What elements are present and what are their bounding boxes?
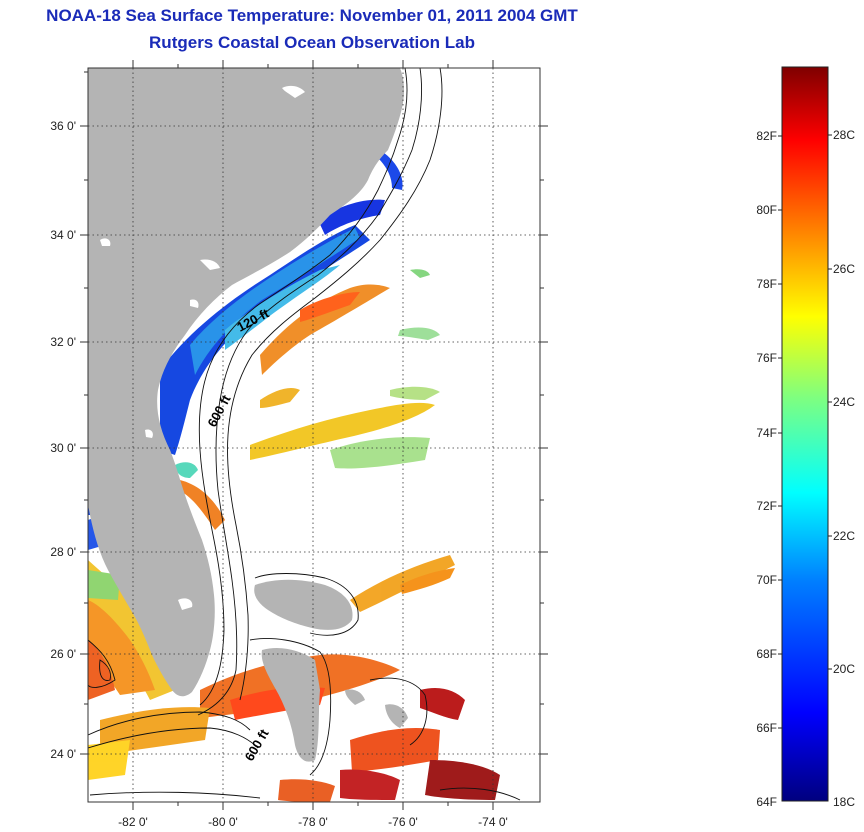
lon-label: -80 0' xyxy=(208,815,238,829)
lat-label: 32 0' xyxy=(50,335,76,349)
colorbar-f-label: 76F xyxy=(756,351,777,365)
colorbar-f-label: 72F xyxy=(756,499,777,513)
colorbar-c-label: 18C xyxy=(833,795,855,809)
colorbar-c-label: 24C xyxy=(833,395,855,409)
colorbar-f-label: 82F xyxy=(756,129,777,143)
land-mass xyxy=(88,68,408,762)
colorbar: 82F 80F 78F 76F 74F 72F 70F 68F 66F 64F … xyxy=(756,66,855,809)
colorbar-f-label: 74F xyxy=(756,426,777,440)
colorbar-f-label: 68F xyxy=(756,647,777,661)
lon-label: -78 0' xyxy=(298,815,328,829)
lat-label: 28 0' xyxy=(50,545,76,559)
colorbar-f-label: 78F xyxy=(756,277,777,291)
colorbar-c-label: 22C xyxy=(833,529,855,543)
axis-ticks xyxy=(80,60,548,810)
lat-label: 30 0' xyxy=(50,441,76,455)
colorbar-gradient xyxy=(781,66,829,802)
land-lakes xyxy=(100,85,305,610)
sst-swaths xyxy=(88,150,500,802)
graticule xyxy=(88,68,540,802)
colorbar-f-label: 64F xyxy=(756,795,777,809)
colorbar-c-label: 20C xyxy=(833,662,855,676)
lon-label: -76 0' xyxy=(388,815,418,829)
lon-label: -74 0' xyxy=(478,815,508,829)
map-title: NOAA-18 Sea Surface Temperature: Novembe… xyxy=(46,6,578,25)
map-border xyxy=(87,67,541,803)
colorbar-c-label: 26C xyxy=(833,262,855,276)
colorbar-f-label: 70F xyxy=(756,573,777,587)
longitude-labels: -82 0' -80 0' -78 0' -76 0' -74 0' xyxy=(118,815,508,829)
lat-label: 24 0' xyxy=(50,747,76,761)
lat-label: 34 0' xyxy=(50,228,76,242)
colorbar-c-label: 28C xyxy=(833,128,855,142)
lat-label: 26 0' xyxy=(50,647,76,661)
depth-contours xyxy=(88,68,521,801)
latitude-labels: 36 0' 34 0' 32 0' 30 0' 28 0' 26 0' 24 0… xyxy=(50,119,76,761)
lat-label: 36 0' xyxy=(50,119,76,133)
map-subtitle: Rutgers Coastal Ocean Observation Lab xyxy=(149,33,475,52)
colorbar-f-label: 66F xyxy=(756,721,777,735)
colorbar-f-label: 80F xyxy=(756,203,777,217)
lon-label: -82 0' xyxy=(118,815,148,829)
